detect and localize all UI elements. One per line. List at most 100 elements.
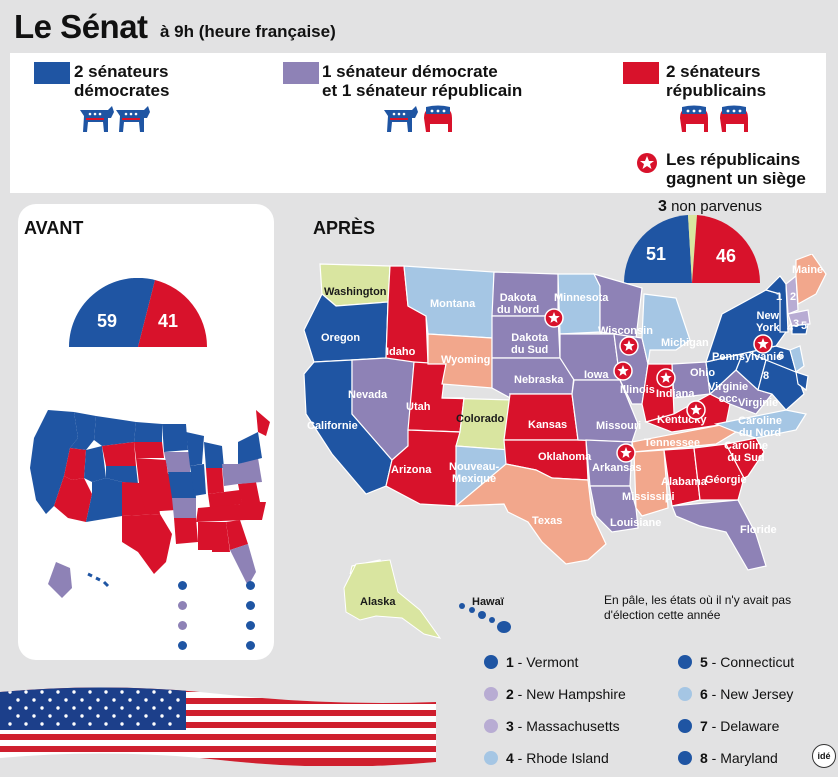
label-caroline-nord: Caroline du Nord	[738, 415, 783, 439]
state-name: - Maryland	[707, 750, 778, 766]
label-num-3: 3	[793, 318, 800, 330]
label-arizona: Arizona	[391, 464, 432, 476]
apres-rep-count: 46	[716, 246, 737, 266]
mixed-swatch	[283, 62, 319, 84]
label-virginie-occ: Virginie occ	[708, 381, 749, 405]
label-alabama: Alabama	[661, 476, 707, 488]
state-color-dot	[484, 751, 498, 765]
label-num-4: 4	[787, 322, 794, 334]
label-num-8: 8	[763, 370, 770, 382]
label-washington: Washington	[324, 286, 387, 298]
numbered-state-text: 5 - Connecticut	[700, 654, 794, 670]
label-num-6: 6	[778, 350, 785, 362]
label-hawai: Hawaï	[472, 596, 504, 608]
pale-note: En pâle, les états où il n'y avait pas d…	[604, 593, 792, 622]
label-nevada: Nevada	[348, 389, 388, 401]
state-number: 8	[700, 750, 708, 766]
avant-dot-7	[246, 621, 255, 630]
label-idaho: Idaho	[386, 346, 416, 358]
state-color-dot	[484, 687, 498, 701]
legend-gain-label: Les républicains gagnent un siège	[666, 150, 806, 188]
label-new-york: New York	[756, 310, 780, 334]
numbered-state-text: 6 - New Jersey	[700, 686, 793, 702]
hawaii-shape	[459, 603, 511, 633]
label-num-5: 5	[801, 320, 808, 332]
dem-swatch	[34, 62, 70, 84]
numbered-state-text: 4 - Rhode Island	[506, 750, 609, 766]
state-name: - Massachusetts	[513, 718, 620, 734]
numbered-state-text: 1 - Vermont	[506, 654, 578, 670]
state-color-dot	[678, 751, 692, 765]
state-color-dot	[484, 719, 498, 733]
elephant-icon	[680, 105, 748, 132]
numbered-state-text: 3 - Massachusetts	[506, 718, 620, 734]
label-nebraska: Nebraska	[514, 374, 564, 386]
label-virginie: Virginie	[738, 397, 779, 409]
avant-map	[30, 410, 270, 598]
label-mississipi: Mississipi	[622, 491, 675, 503]
label-wisconsin: Wisconsin	[598, 325, 653, 337]
avant-label: AVANT	[24, 218, 84, 238]
avant-dot-5	[246, 581, 255, 590]
non-parvenus-count: 3	[658, 198, 667, 215]
avant-rep-count: 41	[158, 311, 179, 331]
apres-dem-count: 51	[646, 244, 667, 264]
label-oklahoma: Oklahoma	[538, 451, 592, 463]
state-number: 4	[506, 750, 514, 766]
avant-dot-4	[178, 641, 187, 650]
label-dakota-sud: Dakota du Sud	[511, 332, 549, 356]
state-number: 1	[506, 654, 514, 670]
label-louisiane: Louisiane	[610, 517, 662, 529]
apres-hemicycle	[624, 215, 760, 283]
alaska-shape	[343, 559, 442, 639]
label-missouri: Missouri	[596, 420, 642, 432]
apres-label: APRÈS	[313, 218, 376, 238]
label-texas: Texas	[532, 515, 563, 527]
label-wyoming: Wyoming	[441, 354, 491, 366]
label-utah: Utah	[406, 401, 431, 413]
state-color-dot	[484, 655, 498, 669]
label-michigan: Michigan	[661, 337, 709, 349]
page-subtitle: à 9h (heure française)	[160, 22, 336, 41]
us-flag	[0, 687, 436, 766]
state-name: - New Hampshire	[513, 686, 626, 702]
label-pennsylvanie: Pennsylvanie	[712, 351, 783, 363]
numbered-state-text: 2 - New Hampshire	[506, 686, 626, 702]
non-parvenus: 3 non parvenus	[658, 198, 762, 216]
label-arkansas: Arkansas	[592, 462, 642, 474]
avant-dot-8	[246, 641, 255, 650]
label-nouveau-mexique: Nouveau- Mexique	[449, 461, 500, 485]
label-ohio: Ohio	[690, 367, 716, 379]
avant-hemicycle	[69, 278, 207, 347]
label-maine: Maine	[792, 264, 824, 276]
label-num-1: 1	[776, 291, 783, 303]
state-name: - Delaware	[707, 718, 780, 734]
label-dakota-nord: Dakota du Nord	[497, 292, 540, 316]
label-iowa: Iowa	[584, 369, 609, 381]
rep-swatch	[623, 62, 659, 84]
non-parvenus-label: non parvenus	[671, 198, 762, 215]
state-name: - Connecticut	[707, 654, 795, 670]
avant-dot-1	[178, 581, 187, 590]
label-floride: Floride	[740, 524, 777, 536]
label-colorado: Colorado	[456, 413, 505, 425]
state-color-dot	[678, 719, 692, 733]
label-tennessee: Tennessee	[644, 437, 701, 449]
legend-dem-label: 2 sénateurs démocrates	[74, 62, 170, 100]
state-name: - Rhode Island	[513, 750, 609, 766]
state-number: 7	[700, 718, 708, 734]
numbered-state-text: 8 - Maryland	[700, 750, 778, 766]
page-title: Le Sénat	[14, 8, 148, 45]
label-kansas: Kansas	[528, 419, 568, 431]
donkey-icon	[80, 106, 150, 132]
star-icon	[637, 153, 657, 173]
state-color-dot	[678, 687, 692, 701]
label-oregon: Oregon	[321, 332, 361, 344]
label-alaska: Alaska	[360, 596, 396, 608]
avant-dot-2	[178, 601, 187, 610]
state-color-dot	[678, 655, 692, 669]
avant-dot-3	[178, 621, 187, 630]
legend-mixed-label: 1 sénateur démocrate et 1 sénateur répub…	[322, 62, 523, 100]
label-kentucky: Kentucky	[657, 414, 707, 426]
label-georgie: Géorgie	[705, 474, 747, 486]
